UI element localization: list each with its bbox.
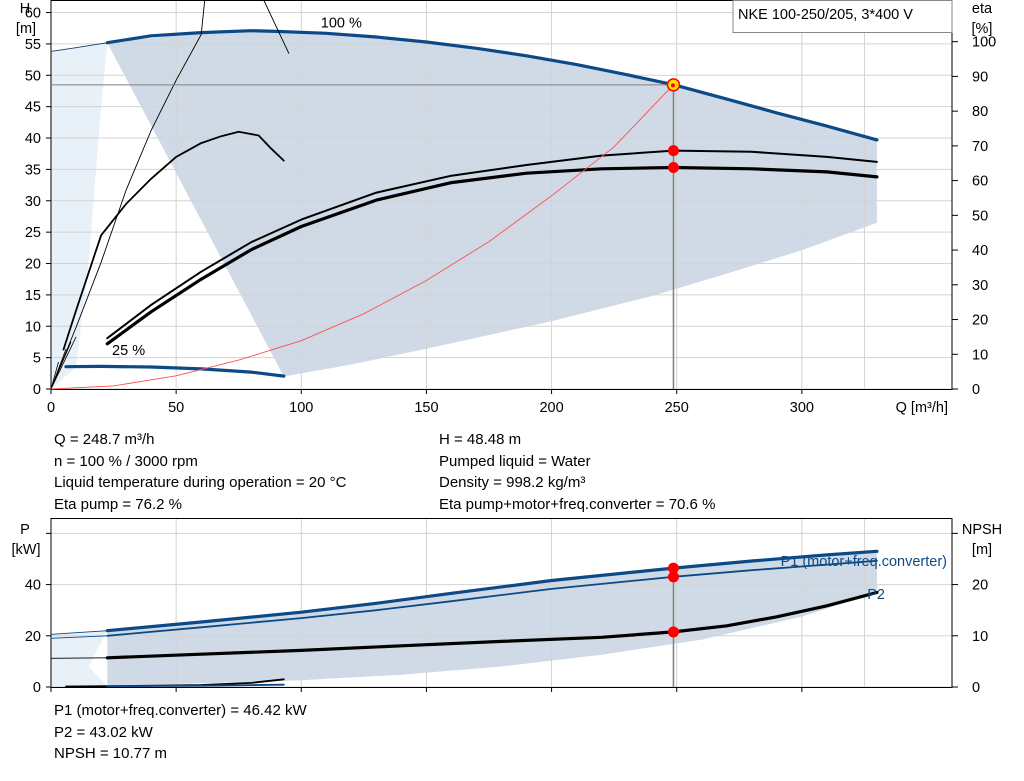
duty-point-info-right: H = 48.48 m Pumped liquid = Water Densit…	[439, 429, 715, 515]
head-ytick-label: 20	[25, 257, 41, 273]
head-ytick-label: 40	[25, 131, 41, 147]
head-y2tick-label: 100	[972, 35, 996, 51]
head-y2tick-label: 30	[972, 278, 988, 294]
power-series-npsh-thin	[50, 657, 108, 659]
power-ytick-label: 40	[25, 578, 41, 594]
p2-info: P2 = 43.02 kW	[54, 723, 153, 741]
head-ylabel: H	[20, 1, 30, 17]
power-y2tick-label: 20	[972, 578, 988, 594]
head-xtick-label: 50	[168, 400, 184, 416]
power-y2label-unit: [m]	[972, 542, 992, 558]
duty-point-eta-pump	[667, 145, 679, 157]
power-series-npsh	[105, 590, 879, 660]
density-info: Density = 998.2 kg/m³	[439, 474, 586, 491]
head-y2tick-label: 60	[972, 174, 988, 190]
speed-info: n = 100 % / 3000 rpm	[54, 452, 198, 470]
head-y2tick-label: 70	[972, 139, 988, 155]
head-y2tick-label: 40	[972, 243, 988, 259]
power-series-line-0	[105, 549, 879, 633]
chart-title: NKE 100-250/205, 3*400 V	[738, 7, 913, 23]
head-series-eta-pump	[106, 149, 878, 340]
eta-pump-info: Eta pump = 76.2 %	[54, 495, 182, 513]
power-series-npsh-low-flow	[50, 630, 108, 635]
head-operating-area	[107, 31, 877, 377]
head-xtick-label: 300	[790, 400, 814, 416]
duty-point-p2	[667, 571, 679, 583]
head-series-system-curve	[50, 84, 674, 390]
duty-point-eta-total	[667, 162, 679, 174]
p1-info: P1 (motor+freq.converter) = 46.42 kW	[54, 702, 307, 719]
head-low-flow-area	[51, 42, 108, 389]
speed-annotation: 100 %	[321, 16, 362, 32]
head-xtick-label: 150	[414, 400, 438, 416]
head-xtick-label: 0	[47, 400, 55, 416]
head-ytick-label: 30	[25, 194, 41, 210]
head-y2label: eta	[972, 1, 993, 17]
head-ytick-label: 45	[25, 100, 41, 116]
power-ylabel-unit: [kW]	[12, 542, 41, 558]
head-ytick-label: 15	[25, 288, 41, 304]
head-plot-frame	[50, 0, 953, 390]
power-ylabel: P	[20, 522, 30, 538]
head-y2tick-label: 20	[972, 313, 988, 329]
speed-annotation: 25 %	[112, 343, 145, 359]
power-y2tick-label: 10	[972, 629, 988, 645]
duty-point-info-left: Q = 248.7 m³/h n = 100 % / 3000 rpm Liqu…	[54, 429, 346, 515]
head-y2tick-label: 90	[972, 69, 988, 85]
chart-title-box	[732, 0, 953, 33]
power-y2tick-label: 0	[972, 680, 980, 696]
head-series-head-min	[64, 364, 286, 378]
head-series-head-low-flow	[50, 42, 108, 52]
flow-info: Q = 248.7 m³/h	[54, 431, 155, 448]
head-y2tick-label: 10	[972, 347, 988, 363]
npsh-info: NPSH = 10.77 m	[54, 745, 167, 762]
head-y2tick-label: 50	[972, 208, 988, 224]
head-series-eta-total	[105, 165, 879, 346]
eta-total-info: Eta pump+motor+freq.converter = 70.6 %	[439, 495, 716, 513]
power-series-p2-low-flow	[50, 635, 108, 639]
head-info: H = 48.48 m	[439, 431, 522, 448]
head-xtick-label: 100	[289, 400, 313, 416]
power-ytick-label: 0	[33, 680, 41, 696]
head-ytick-label: 25	[25, 225, 41, 241]
head-ytick-label: 55	[25, 37, 41, 53]
power-low-flow-area	[51, 630, 108, 687]
power-ytick-label: 20	[25, 629, 41, 645]
head-ylabel-unit: [m]	[16, 21, 36, 37]
pumped-liquid-info: Pumped liquid = Water	[439, 452, 591, 470]
power-y2label: NPSH	[962, 522, 1002, 538]
head-fan-line	[50, 361, 59, 390]
head-ytick-label: 60	[25, 6, 41, 22]
head-y2tick-label: 0	[972, 382, 980, 398]
head-series-eta-pump-thin	[50, 0, 290, 390]
head-y2label-unit: [%]	[972, 21, 993, 37]
duty-point-npsh	[667, 626, 679, 638]
head-ytick-label: 10	[25, 319, 41, 335]
head-xtick-label: 200	[539, 400, 563, 416]
p1-series-label: P1 (motor+freq.converter)	[781, 554, 947, 570]
duty-point-head-center	[670, 83, 675, 88]
head-ytick-label: 0	[33, 382, 41, 398]
head-xlabel: Q [m³/h]	[896, 400, 948, 416]
power-series-line-1	[106, 559, 878, 637]
head-fan-line	[50, 336, 77, 390]
power-series-p2-min-speed	[106, 683, 285, 688]
power-plot-frame	[50, 518, 953, 688]
head-ytick-label: 35	[25, 162, 41, 178]
liquid-temperature-info: Liquid temperature during operation = 20…	[54, 474, 347, 491]
duty-point-p1	[667, 562, 679, 574]
head-y2tick-label: 80	[972, 104, 988, 120]
head-ytick-label: 5	[33, 351, 41, 367]
power-info: P1 (motor+freq.converter) = 46.42 kW P2 …	[54, 700, 307, 765]
head-series-head-max	[105, 29, 879, 142]
head-series-eta-pump-low	[62, 130, 285, 351]
p2-series-label: P2	[867, 587, 885, 603]
head-ytick-label: 50	[25, 68, 41, 84]
head-xtick-label: 250	[665, 400, 689, 416]
